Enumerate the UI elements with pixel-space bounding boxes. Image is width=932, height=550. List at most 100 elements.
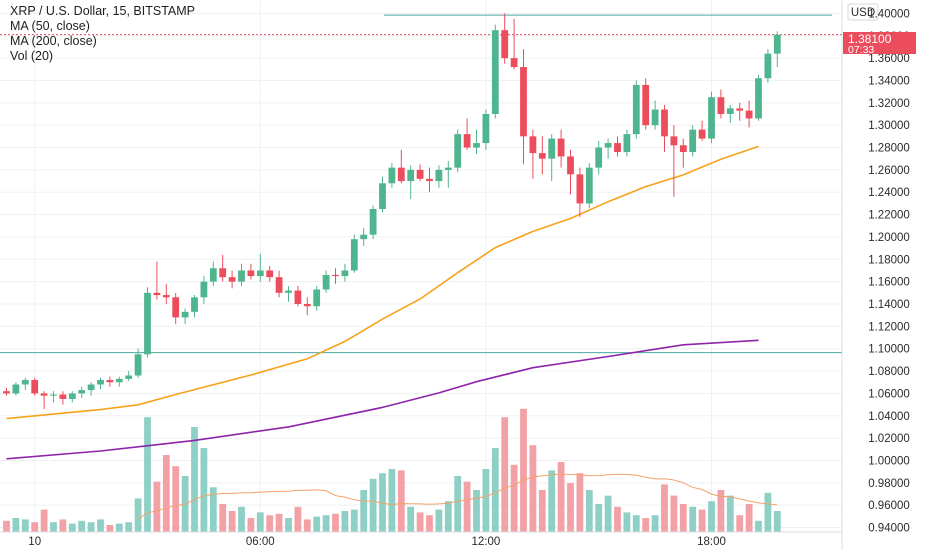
candle [773,31,781,68]
y-tick-label: 1.24000 [868,187,910,199]
volume-bar [595,504,603,532]
candle [134,348,142,378]
candle-body [435,169,443,182]
candle-body [651,109,659,126]
candle-body [614,143,621,152]
candle-body [219,268,227,278]
ma200-legend[interactable]: MA (200, close) [10,34,97,48]
volume-bar [256,512,264,532]
candle-body [78,390,86,394]
candle [228,270,236,289]
volume-bar [332,513,339,532]
volume-bar [463,481,471,532]
volume-bar [397,470,405,532]
volume-bar [153,481,161,532]
volume-bar [134,498,142,532]
volume-bar [717,490,725,532]
volume-legend[interactable]: Vol (20) [10,49,54,63]
candle-body [191,297,198,312]
candle [689,125,697,157]
volume-bar [679,504,687,532]
volume-bar [68,523,76,532]
candle [585,163,593,208]
volume-bar [162,455,170,532]
candle [266,266,274,282]
candle [209,261,217,287]
candle [491,24,499,119]
candle-body [40,393,48,396]
candle-body [360,234,368,240]
y-tick-label: 0.94000 [868,523,910,535]
candle [31,377,39,396]
volume-bar [115,523,123,532]
volume-bar [764,492,772,532]
volume-bar [698,509,706,532]
candle-body [68,393,76,399]
volume-bar [435,509,443,532]
currency-badge[interactable] [847,3,879,21]
volume-bar [341,511,349,532]
candle-body [369,209,377,235]
x-tick-label: 06:00 [246,536,275,548]
volume-bar [501,417,509,532]
candle [350,234,358,273]
candle-body [473,143,480,148]
candle-body [50,394,57,396]
candle [755,74,762,121]
volume-bar [557,462,565,532]
volume-bar [144,417,151,532]
candle-body [689,129,697,152]
volume-bar [444,501,452,532]
volume-bar [247,518,255,532]
volume-bar [21,519,29,532]
volume-bar [285,518,292,532]
x-tick-label: 18:00 [697,536,726,548]
candle [200,276,208,304]
candle-body [407,169,415,182]
y-tick-label: 1.12000 [868,321,910,333]
candle-body [341,270,349,277]
symbol-title[interactable]: XRP / U.S. Dollar, 15, BITSTAMP [10,4,196,18]
volume-bar [322,515,330,532]
candle [454,129,462,173]
volume-bar [3,520,10,532]
candle-body [350,239,358,271]
candle-body [266,270,274,278]
candle-body [200,281,208,298]
candle [745,100,753,128]
y-tick-label: 1.28000 [868,143,910,155]
y-tick-label: 1.34000 [868,75,910,87]
candle-body [557,138,565,157]
y-tick-label: 1.32000 [868,98,910,110]
volume-bar [614,506,621,532]
y-tick-label: 1.22000 [868,210,910,222]
volume-bar [97,519,104,532]
candle [332,268,339,284]
candle [379,176,386,213]
price-axis: USD 1.400001.380001.360001.340001.320001… [841,0,932,550]
candle [604,138,612,159]
current-price-value: 1.38100 [848,32,892,46]
candle [623,129,631,157]
countdown-timer: 07:33 [848,44,874,56]
candle [181,308,189,325]
volume-bar [736,515,744,532]
candle-body [764,53,772,79]
candle [313,286,321,311]
candle [463,118,471,150]
volume-bar [585,490,593,532]
ma50-legend[interactable]: MA (50, close) [10,19,90,33]
volume-bar [191,427,198,532]
candle [670,125,678,197]
volume-bar [510,464,518,532]
ma50-line [6,145,759,420]
candlesticks [3,13,781,410]
candle [538,136,546,175]
candle [679,138,687,168]
candle-body [698,129,706,139]
candle [303,297,311,316]
candle [557,129,565,168]
candle [238,263,245,287]
candle [191,295,198,318]
